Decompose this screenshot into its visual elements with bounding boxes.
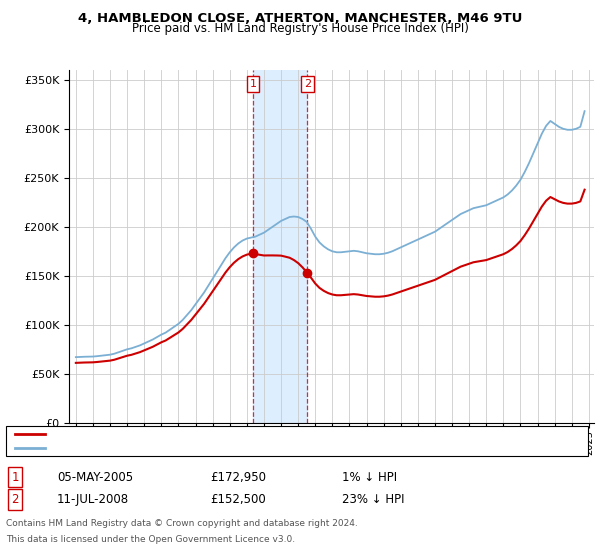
Text: HPI: Average price, detached house, Wigan: HPI: Average price, detached house, Wiga…	[49, 443, 275, 453]
Text: 1: 1	[11, 470, 19, 484]
Text: £152,500: £152,500	[210, 493, 266, 506]
Text: 4, HAMBLEDON CLOSE, ATHERTON, MANCHESTER, M46 9TU: 4, HAMBLEDON CLOSE, ATHERTON, MANCHESTER…	[78, 12, 522, 25]
Text: £172,950: £172,950	[210, 470, 266, 484]
Text: 1% ↓ HPI: 1% ↓ HPI	[342, 470, 397, 484]
Text: This data is licensed under the Open Government Licence v3.0.: This data is licensed under the Open Gov…	[6, 535, 295, 544]
Text: 11-JUL-2008: 11-JUL-2008	[57, 493, 129, 506]
Text: 1: 1	[250, 79, 257, 89]
Text: Price paid vs. HM Land Registry's House Price Index (HPI): Price paid vs. HM Land Registry's House …	[131, 22, 469, 35]
Text: 4, HAMBLEDON CLOSE, ATHERTON, MANCHESTER,  M46 9TU (detached house): 4, HAMBLEDON CLOSE, ATHERTON, MANCHESTER…	[49, 429, 458, 439]
Text: 2: 2	[304, 79, 311, 89]
Text: Contains HM Land Registry data © Crown copyright and database right 2024.: Contains HM Land Registry data © Crown c…	[6, 519, 358, 528]
Text: 05-MAY-2005: 05-MAY-2005	[57, 470, 133, 484]
Bar	[253, 70, 307, 423]
Text: 23% ↓ HPI: 23% ↓ HPI	[342, 493, 404, 506]
Text: 2: 2	[11, 493, 19, 506]
